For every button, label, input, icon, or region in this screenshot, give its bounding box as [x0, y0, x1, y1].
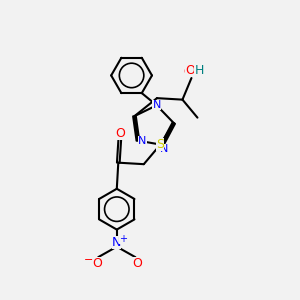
Text: N: N	[138, 136, 147, 146]
Text: O: O	[185, 64, 195, 77]
Text: +: +	[119, 234, 127, 244]
Text: S: S	[156, 138, 164, 151]
Text: −: −	[84, 255, 93, 265]
Text: N: N	[112, 236, 122, 249]
Text: O: O	[132, 257, 142, 270]
Text: O: O	[184, 67, 192, 77]
Text: N: N	[160, 144, 168, 154]
Text: −: −	[194, 65, 202, 75]
Text: O: O	[115, 127, 125, 140]
Text: O: O	[92, 257, 102, 270]
Text: H: H	[194, 64, 204, 77]
Text: N: N	[152, 100, 161, 110]
